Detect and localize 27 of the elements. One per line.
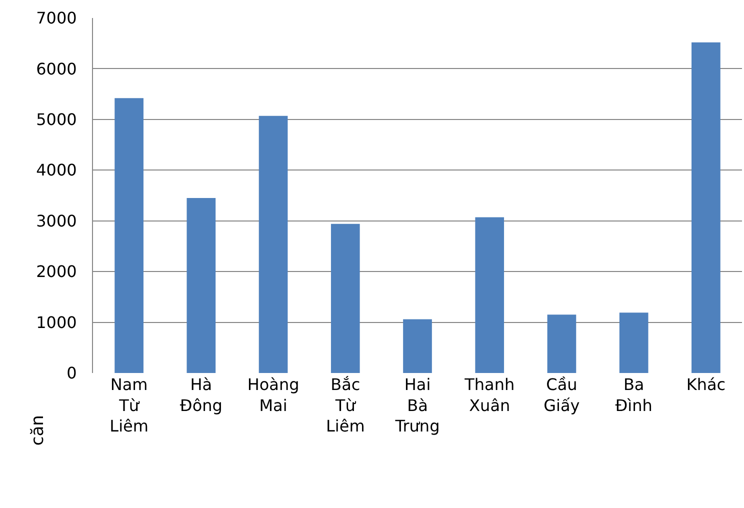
- x-tick-label: Nam Từ Liêm: [110, 375, 148, 436]
- y-tick-label: 0: [66, 364, 77, 383]
- bar: [258, 116, 288, 373]
- bar: [619, 312, 648, 373]
- x-tick-label: Bắc Từ Liêm: [326, 375, 365, 436]
- x-tick-label: Thanh Xuân: [464, 375, 515, 415]
- y-tick-label: 5000: [36, 110, 77, 130]
- y-tick-label: 6000: [36, 59, 77, 78]
- x-tick-label: Khác: [686, 375, 726, 394]
- y-tick-label: 7000: [36, 8, 77, 28]
- bar: [330, 224, 360, 373]
- y-tick-label: 3000: [36, 211, 77, 230]
- bar: [114, 98, 144, 373]
- bar: [186, 198, 216, 373]
- x-tick-label: Hoàng Mai: [247, 375, 300, 415]
- bar: [547, 314, 576, 373]
- bar: [475, 217, 504, 373]
- x-tick-label: Hai Bà Trưng: [394, 375, 440, 436]
- x-tick-label: Hà Đông: [180, 375, 222, 415]
- x-tick-label: Cầu Giấy: [544, 375, 580, 415]
- y-tick-label: 2000: [36, 262, 77, 282]
- y-axis-title: căn: [28, 415, 48, 446]
- y-tick-label: 1000: [36, 312, 77, 332]
- bar: [692, 42, 720, 373]
- y-tick-label: 4000: [36, 160, 77, 180]
- bar: [403, 319, 432, 373]
- x-tick-label: Ba Đình: [615, 375, 652, 415]
